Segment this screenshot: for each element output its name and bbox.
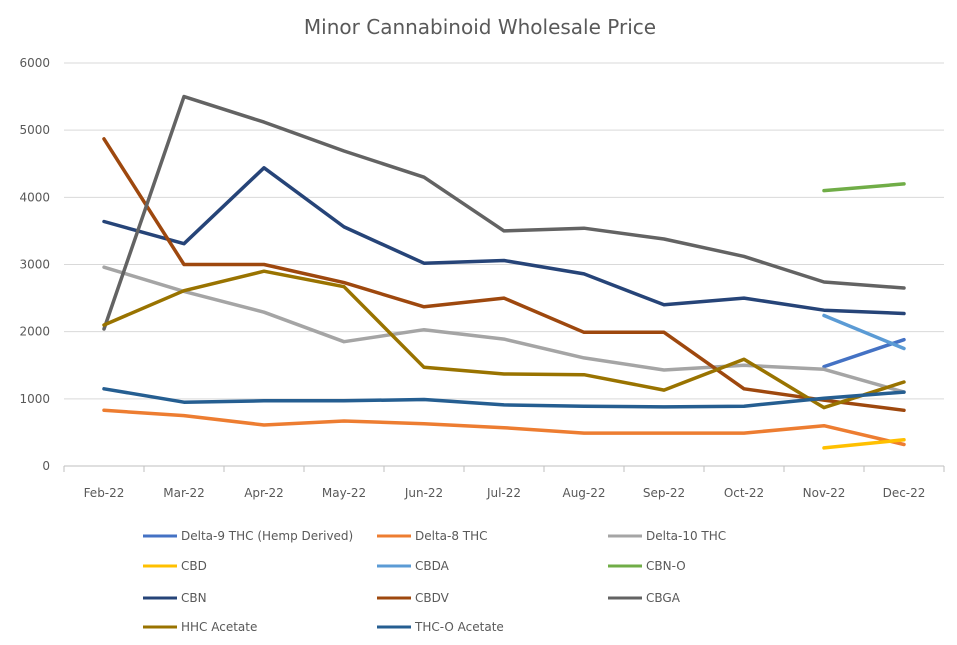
- legend-label: Delta-8 THC: [415, 529, 488, 543]
- legend-label: CBDV: [415, 591, 450, 605]
- chart-title: Minor Cannabinoid Wholesale Price: [304, 15, 656, 39]
- y-tick-label: 2000: [19, 325, 50, 339]
- x-tick-label: Jun-22: [404, 486, 443, 500]
- legend-label: Delta-10 THC: [646, 529, 726, 543]
- x-tick-label: Jul-22: [486, 486, 521, 500]
- series-line-3: [822, 438, 906, 450]
- x-tick-label: Mar-22: [163, 486, 204, 500]
- legend-label: CBDA: [415, 559, 450, 573]
- series-line-7: [102, 137, 906, 413]
- series-lines: [102, 94, 906, 450]
- legend-label: CBGA: [646, 591, 681, 605]
- y-tick-label: 3000: [19, 258, 50, 272]
- x-tick-label: Feb-22: [84, 486, 125, 500]
- x-tick-label: Dec-22: [883, 486, 926, 500]
- series-line-8: [102, 94, 906, 331]
- y-tick-label: 5000: [19, 123, 50, 137]
- y-tick-label: 6000: [19, 56, 50, 70]
- x-tick-label: Nov-22: [803, 486, 846, 500]
- legend-label: CBD: [181, 559, 207, 573]
- legend-label: THC-O Acetate: [414, 620, 504, 634]
- x-tick-label: Sep-22: [643, 486, 685, 500]
- x-axis-ticks: Feb-22 Mar-22 Apr-22 May-22 Jun-22 Jul-22 Aug-…: [63, 466, 945, 500]
- y-tick-label: 0: [42, 459, 50, 473]
- series-line-4: [822, 313, 906, 351]
- x-tick-label: Oct-22: [724, 486, 764, 500]
- series-line-9: [102, 269, 906, 410]
- legend-label: Delta-9 THC (Hemp Derived): [181, 529, 353, 543]
- y-tick-label: 1000: [19, 392, 50, 406]
- legend: Delta-9 THC (Hemp Derived) Delta-8 THC Del…: [143, 529, 726, 634]
- x-tick-label: Apr-22: [244, 486, 284, 500]
- series-line-5: [822, 182, 906, 193]
- series-line-6: [102, 166, 906, 316]
- y-tick-label: 4000: [19, 190, 50, 204]
- x-tick-label: Aug-22: [562, 486, 605, 500]
- x-tick-label: May-22: [322, 486, 366, 500]
- series-line-10: [102, 387, 906, 409]
- legend-label: CBN: [181, 591, 207, 605]
- y-axis-ticks: 0 1000 2000 3000 4000 5000 6000: [19, 56, 50, 473]
- series-line-2: [102, 265, 906, 394]
- series-line-1: [102, 408, 906, 447]
- legend-label: CBN-O: [646, 559, 686, 573]
- legend-label: HHC Acetate: [181, 620, 257, 634]
